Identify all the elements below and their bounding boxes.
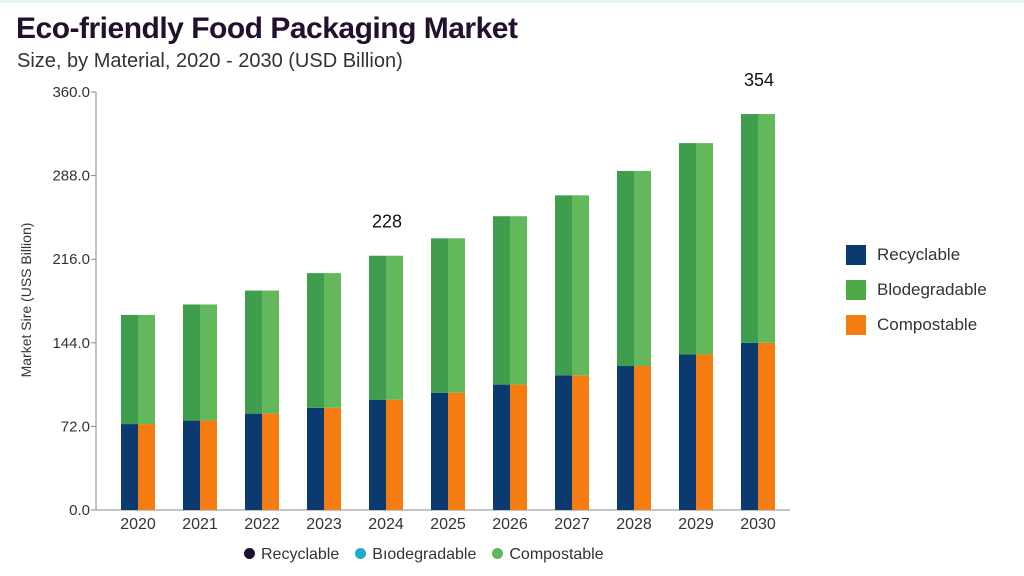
legend-swatch — [846, 280, 866, 300]
bar-biodegradable-light-2028 — [634, 170, 651, 367]
bar-recyclable-2022 — [245, 413, 262, 510]
top-border — [0, 0, 1024, 3]
bar-recyclable-2023 — [307, 407, 324, 510]
bar-biodegradable-light-2026 — [510, 216, 527, 385]
bar-recyclable-2029 — [679, 354, 696, 510]
bar-recyclable-2025 — [431, 392, 448, 510]
bar-recyclable-2028 — [617, 366, 634, 510]
bar-biodegradable-2029 — [679, 143, 696, 355]
bar-compostable-2025 — [448, 392, 465, 510]
bar-compostable-2024 — [386, 399, 403, 510]
y-tick-label: 72.0 — [61, 418, 90, 435]
legend-item: Blodegradable — [846, 280, 987, 300]
y-tick-label: 288.0 — [52, 168, 90, 185]
bar-recyclable-2026 — [493, 384, 510, 510]
bar-compostable-2028 — [634, 366, 651, 510]
bar-biodegradable-2025 — [431, 238, 448, 393]
bar-biodegradable-2024 — [369, 255, 386, 400]
legend-label: Bıodegradable — [372, 546, 477, 563]
bar-biodegradable-light-2027 — [572, 195, 589, 376]
x-tick-label: 2027 — [554, 516, 590, 533]
legend-item: Compostable — [846, 315, 977, 335]
x-tick-label: 2026 — [492, 516, 528, 533]
bar-recyclable-2024 — [369, 399, 386, 510]
bar-biodegradable-light-2022 — [262, 290, 279, 414]
bar-biodegradable-light-2025 — [448, 238, 465, 393]
legend-label: Compostable — [877, 315, 978, 334]
data-label: 228 — [372, 212, 402, 232]
chart-title: Eco-friendly Food Packaging Market — [16, 12, 518, 45]
legend-item: Compostable — [492, 546, 604, 564]
legend-dot — [492, 548, 504, 559]
legend-label: Compostable — [509, 546, 604, 563]
legend-label: Recyclable — [261, 546, 340, 563]
bar-compostable-2023 — [324, 407, 341, 510]
x-tick-label: 2020 — [120, 516, 156, 533]
bar-biodegradable-light-2021 — [200, 304, 217, 421]
legend-item: Recyclable — [244, 546, 339, 564]
y-tick-label: 360.0 — [52, 84, 90, 101]
bar-biodegradable-2028 — [617, 170, 634, 367]
legend-dot — [244, 548, 255, 559]
chart-subtitle: Size, by Material, 2020 - 2030 (USD Bill… — [17, 50, 403, 72]
bar-biodegradable-2027 — [555, 195, 572, 376]
bar-compostable-2026 — [510, 384, 527, 510]
x-tick-label: 2029 — [678, 516, 714, 533]
bar-compostable-2030 — [758, 342, 775, 510]
bar-biodegradable-light-2029 — [696, 143, 713, 355]
data-label: 354 — [744, 70, 774, 90]
x-tick-label: 2028 — [616, 516, 652, 533]
bar-compostable-2020 — [138, 424, 155, 510]
bar-compostable-2027 — [572, 375, 589, 510]
y-tick-label: 216.0 — [52, 251, 90, 268]
y-tick-label: 144.0 — [52, 335, 90, 352]
legend-label: Recyclable — [877, 245, 961, 264]
legend-item: Bıodegradable — [355, 546, 476, 564]
x-tick-label: 2023 — [306, 516, 342, 533]
x-tick-label: 2021 — [182, 516, 218, 533]
bar-recyclable-2027 — [555, 375, 572, 510]
x-tick-label: 2030 — [740, 516, 776, 533]
y-axis-label: Market Sire (USS Billion) — [18, 223, 34, 378]
bar-biodegradable-2021 — [183, 304, 200, 421]
bar-biodegradable-light-2020 — [138, 314, 155, 425]
bar-biodegradable-2026 — [493, 216, 510, 385]
bar-biodegradable-2030 — [741, 114, 758, 343]
legend-swatch — [846, 245, 866, 265]
legend-bottom: Recyclable Bıodegradable Compostable — [244, 546, 604, 564]
bar-recyclable-2020 — [121, 424, 138, 510]
bar-compostable-2029 — [696, 354, 713, 510]
legend-item: Recyclable — [846, 245, 960, 265]
x-tick-label: 2025 — [430, 516, 466, 533]
x-tick-label: 2024 — [368, 516, 404, 533]
bar-biodegradable-light-2023 — [324, 273, 341, 408]
bar-recyclable-2030 — [741, 342, 758, 510]
bar-compostable-2022 — [262, 413, 279, 510]
legend-swatch — [846, 315, 866, 335]
y-tick-label: 0.0 — [69, 502, 90, 519]
bar-biodegradable-light-2024 — [386, 255, 403, 400]
bar-biodegradable-2023 — [307, 273, 324, 408]
bar-biodegradable-2022 — [245, 290, 262, 414]
bar-compostable-2021 — [200, 420, 217, 510]
bar-biodegradable-2020 — [121, 314, 138, 425]
legend-label: Blodegradable — [877, 280, 987, 299]
bar-recyclable-2021 — [183, 420, 200, 510]
legend-dot — [355, 548, 367, 559]
bar-biodegradable-light-2030 — [758, 114, 775, 343]
x-tick-label: 2022 — [244, 516, 280, 533]
